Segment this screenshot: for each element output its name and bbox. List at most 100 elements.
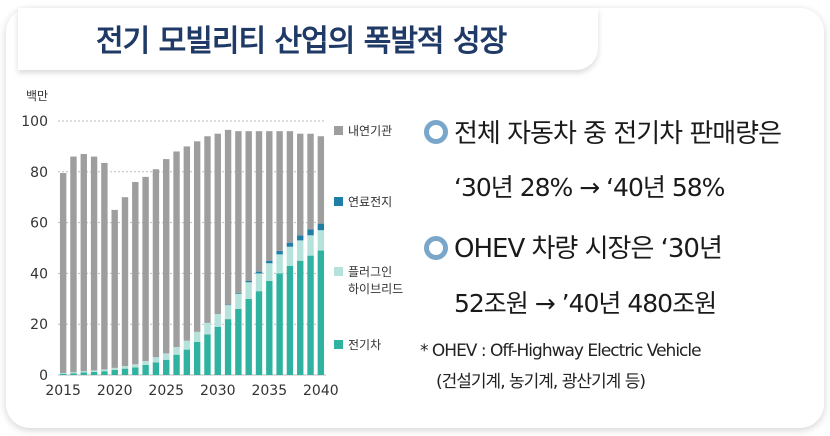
y-tick-label: 0 [39, 368, 48, 384]
bar-segment [183, 146, 191, 341]
bar-segment [59, 373, 67, 375]
bar-segment [111, 209, 118, 368]
bar-segment [317, 230, 325, 251]
bar-segment [297, 235, 304, 241]
bar-segment [173, 151, 180, 348]
bar-segment [286, 246, 294, 266]
bar-segment [245, 281, 252, 283]
bar-segment [121, 368, 129, 375]
bullet-1-line-1: 전체 자동차 중 전기차 판매량은 [454, 119, 782, 149]
x-tick-label: 2030 [200, 383, 236, 399]
bar-segment [152, 357, 160, 363]
bar-segment [142, 364, 149, 375]
bar-segment [317, 223, 325, 231]
x-tick-label: 2035 [251, 383, 287, 399]
bar-segment [307, 235, 314, 256]
bar-segment [255, 131, 263, 272]
bar-segment [266, 131, 273, 261]
bar-segment [121, 366, 129, 369]
bar-segment [70, 156, 77, 373]
y-tick-label: 60 [30, 216, 48, 232]
bar-segment [224, 129, 232, 305]
bar-segment [90, 371, 98, 375]
bar-segment [286, 131, 294, 243]
bullet-1-line-2: ‘30년 28% → ‘40년 58% [454, 173, 725, 202]
bar-segment [255, 273, 263, 292]
x-tick-label: 2020 [97, 383, 133, 399]
bar-segment [80, 372, 87, 375]
bullet-2-line-2: 52조원 → ’40년 480조원 [454, 289, 717, 318]
bar-segment [286, 265, 294, 375]
title-tab [18, 8, 598, 70]
bar-segment [70, 372, 77, 374]
bar-segment [235, 292, 242, 294]
bar-segment [276, 131, 283, 252]
legend-swatch [334, 267, 343, 276]
content-card [6, 8, 824, 428]
bar-segment [142, 176, 149, 362]
bar-segment [224, 319, 232, 375]
legend-swatch [334, 126, 343, 135]
bar-segment [297, 240, 304, 261]
legend-label: 플러그인 [348, 265, 392, 279]
bar-segment [193, 341, 201, 375]
bar-segment [255, 271, 263, 274]
bullet-2-line-1: OHEV 차량 시장은 ‘30년 [454, 234, 723, 264]
bar-segment [276, 273, 283, 375]
bar-segment [266, 263, 273, 282]
bar-segment [276, 254, 283, 274]
x-tick-label: 2015 [45, 383, 81, 399]
bar-segment [245, 282, 252, 299]
bar-segment [70, 373, 77, 375]
bar-segment [204, 322, 211, 335]
bar-segment [224, 304, 232, 306]
y-tick-label: 40 [30, 266, 48, 282]
bar-segment [193, 331, 201, 342]
bar-segment [111, 367, 118, 370]
bar-segment [204, 136, 211, 323]
bar-segment [266, 281, 273, 375]
y-tick-label: 80 [30, 165, 48, 181]
bar-segment [90, 370, 98, 372]
legend-label: 내연기관 [348, 124, 392, 138]
bar-segment [152, 169, 160, 358]
page-title: 전기 모빌리티 산업의 폭발적 성장 [96, 24, 507, 59]
bar-segment [317, 250, 325, 375]
bar-segment [307, 255, 314, 375]
bar-segment [193, 141, 201, 332]
bar-segment [132, 364, 139, 368]
bar-segment [142, 361, 149, 365]
bar-segment [183, 349, 191, 375]
bar-segment [163, 353, 170, 360]
bar-segment [101, 371, 108, 375]
footnote-line-1: * OHEV : Off-Highway Electric Vehicle [420, 341, 702, 361]
bar-segment [121, 197, 129, 367]
bar-segment [224, 305, 232, 320]
y-unit-label: 백만 [26, 89, 48, 103]
bar-segment [214, 314, 221, 327]
legend-label: 연료전지 [348, 195, 392, 209]
bar-segment [245, 298, 252, 375]
bar-segment [59, 173, 67, 373]
bar-segment [235, 293, 242, 309]
bar-segment [101, 162, 108, 370]
bar-segment [163, 359, 170, 375]
bar-segment [163, 159, 170, 354]
bar-segment [90, 156, 98, 371]
bar-segment [307, 133, 314, 230]
bullet-icon-1 [424, 120, 448, 144]
bar-segment [80, 154, 87, 372]
bar-segment [101, 369, 108, 372]
bar-segment [204, 334, 211, 375]
bar-segment [80, 371, 87, 373]
bar-segment [214, 326, 221, 375]
bar-segment [111, 369, 118, 375]
bar-segment [152, 362, 160, 375]
bar-segment [214, 133, 221, 315]
bar-segment [307, 229, 314, 236]
legend-swatch [334, 340, 343, 349]
bar-segment [297, 133, 304, 236]
bar-segment [297, 260, 304, 375]
bar-segment [235, 131, 242, 293]
x-tick-label: 2040 [303, 383, 339, 399]
